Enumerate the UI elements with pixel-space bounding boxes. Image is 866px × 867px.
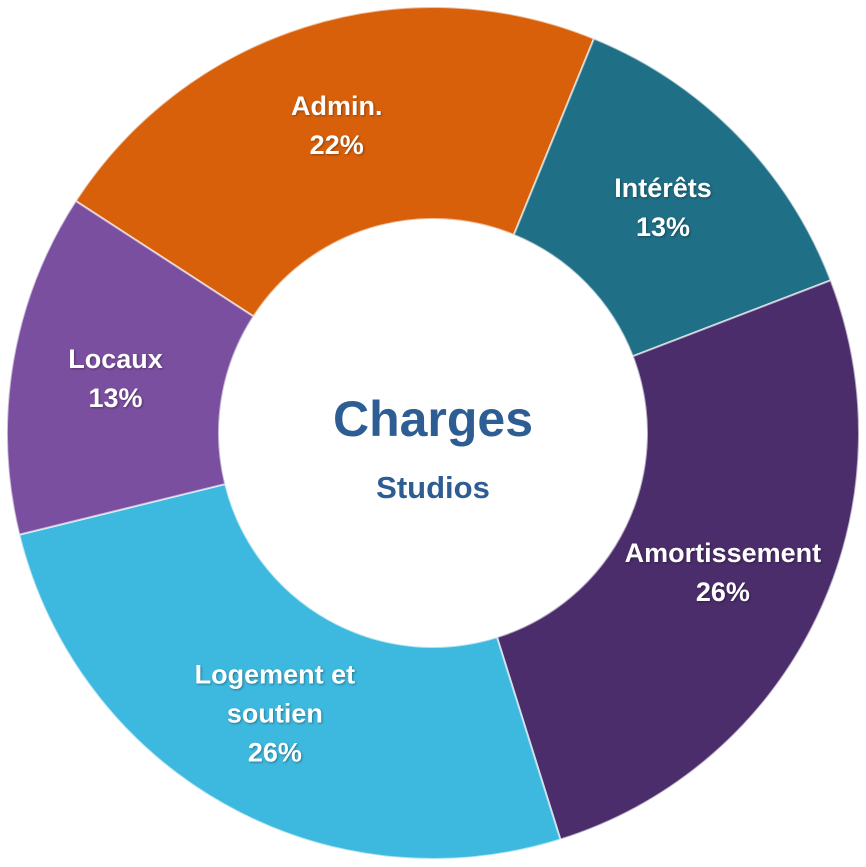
donut-segment	[495, 279, 860, 841]
donut-segment	[74, 6, 596, 318]
donut-segment	[18, 482, 562, 860]
value-label: 22%	[309, 129, 364, 160]
segment-label: Logement et soutien 26%	[175, 655, 375, 772]
segment-label: Locaux 13%	[68, 340, 163, 418]
value-label: 13%	[88, 383, 143, 414]
segment-label: Amortissement 26%	[625, 534, 822, 612]
donut-hole	[220, 220, 646, 646]
category-label: Intérêts	[614, 172, 712, 203]
value-label: 26%	[695, 577, 750, 608]
category-label: Locaux	[68, 344, 163, 375]
chart-title: Charges	[332, 391, 534, 447]
segment-label: Intérêts 13%	[614, 169, 712, 247]
category-label: Admin.	[290, 90, 383, 121]
donut-segment	[6, 199, 255, 536]
donut-segment	[512, 37, 832, 358]
category-label: Amortissement	[624, 538, 822, 568]
value-label: 13%	[636, 211, 691, 242]
value-label: 26%	[247, 737, 302, 768]
chart-subtitle: Studios	[376, 470, 490, 505]
segment-label: Admin. 22%	[291, 87, 383, 165]
category-label: Logement et soutien	[194, 658, 356, 728]
